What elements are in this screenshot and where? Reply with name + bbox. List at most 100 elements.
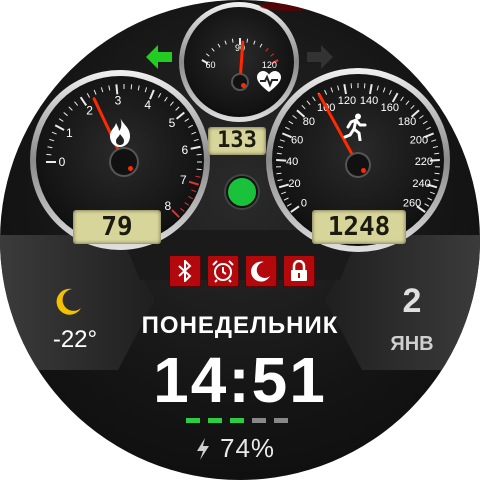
gauge-tick-label: 200 (410, 134, 428, 146)
lightning-icon (197, 438, 209, 460)
status-indicator-light (226, 176, 258, 208)
gauge-tick (47, 146, 53, 149)
battery-segment (186, 418, 200, 423)
gauge-tick-label: 2 (86, 104, 93, 118)
gauge-tick-label: 260 (403, 198, 421, 210)
gauge-tick (337, 85, 340, 91)
gauge-tick (175, 106, 180, 111)
weather-moon-icon (56, 288, 81, 315)
gauge-tick (49, 138, 55, 142)
gauge-tick (93, 89, 97, 95)
gauge-tick (191, 189, 197, 193)
gauge-hub-dot (241, 83, 246, 88)
gauge-tick (169, 101, 174, 106)
gauge-tick (422, 120, 428, 125)
gauge-tick-label: 7 (180, 173, 187, 187)
gauge-tick (74, 101, 79, 106)
gauge-tick-label: 60 (206, 60, 216, 70)
gauge-tick-label: 160 (381, 102, 399, 114)
gauge-tick (416, 205, 426, 213)
gauge-tick (51, 131, 57, 135)
gauge-tick (201, 59, 209, 65)
gauge-tick (279, 139, 285, 142)
gauge-tick (246, 38, 249, 43)
gauge-tick (388, 89, 392, 95)
gauge-tick (259, 43, 263, 48)
alarm-icon[interactable] (207, 255, 239, 287)
gauge-tick (276, 172, 282, 175)
gauge-tick-label: 0 (301, 198, 307, 210)
gauge-tick (306, 100, 311, 106)
gauge-tick (429, 159, 440, 162)
gauge-tick (188, 195, 194, 200)
gauge-tick (283, 197, 289, 201)
gauge-tick-label: 40 (286, 156, 298, 168)
gauge-tick-label: 0 (59, 155, 66, 169)
gauge-tick (369, 83, 373, 95)
weekday-text: ПОНЕДЕЛЬНИК (141, 312, 339, 339)
gauge-tick (271, 59, 279, 65)
gauge-tick-label: 8 (164, 199, 171, 213)
gauge-tick (100, 87, 104, 93)
gauge-tick (278, 145, 284, 149)
lock-icon[interactable] (283, 255, 315, 287)
gauge-tick (290, 205, 300, 213)
gauge-tick (54, 124, 65, 131)
gauge-tick (157, 92, 162, 98)
gauge-tick (419, 115, 424, 119)
runner-icon (343, 113, 367, 141)
gauge-tick (376, 85, 379, 91)
gauge-tick (149, 89, 155, 100)
gauge-tick (79, 96, 88, 107)
gauge-tick (184, 202, 190, 206)
gauge-tick (432, 145, 438, 149)
gauge-tick (312, 96, 316, 102)
gauge-tick (281, 132, 292, 139)
gauge-tick (424, 203, 430, 207)
gauge-hub (347, 154, 369, 176)
gauge-hub-dot (361, 168, 366, 173)
left-gauge-lcd: 79 (73, 210, 161, 244)
gauge-tick (382, 87, 386, 93)
gauge-tick (184, 118, 190, 122)
gauge-tick (188, 180, 199, 186)
gauge-tick (253, 40, 256, 45)
top-gauge-lcd: 133 (208, 127, 266, 155)
gauge-tick (68, 106, 73, 111)
gauge-tick (231, 38, 234, 43)
battery-segment (230, 418, 244, 423)
time-text: 14:51 (153, 344, 327, 416)
gauge-tick-label: 1 (66, 126, 73, 140)
gauge-tick (330, 87, 334, 93)
gauge-tick (270, 53, 275, 57)
gauge-tick (434, 172, 440, 175)
gauge-tick-label: 240 (412, 178, 430, 190)
heart-pulse-icon (257, 71, 281, 92)
gauge-tick (115, 84, 119, 95)
gauge-tick-label: 140 (360, 95, 378, 107)
gauge-tick (427, 197, 433, 201)
gauge-tick (285, 126, 290, 130)
gauge-tick (191, 131, 197, 135)
gauge-tick (424, 132, 435, 139)
gauge-tick (188, 124, 194, 129)
moon-icon[interactable] (245, 255, 277, 287)
gauge-tick (391, 92, 399, 103)
gauge-tick-label: 90 (235, 43, 245, 53)
gauge-tick (171, 209, 180, 218)
turn-left-arrow-icon (146, 45, 172, 69)
gauge-tick (205, 53, 210, 57)
gauge-tick (410, 109, 420, 118)
gauge-tick (137, 85, 140, 91)
gauge-tick-label: 4 (144, 98, 151, 112)
gauge-tick (195, 175, 201, 178)
gauge-tick (301, 104, 306, 110)
gauge-tick (434, 152, 440, 155)
gauge-tick (433, 179, 439, 182)
battery-percent-text: 74% (220, 433, 276, 463)
bluetooth-icon[interactable] (169, 255, 201, 287)
gauge-tick (324, 89, 328, 95)
gauge-tick (288, 120, 294, 125)
